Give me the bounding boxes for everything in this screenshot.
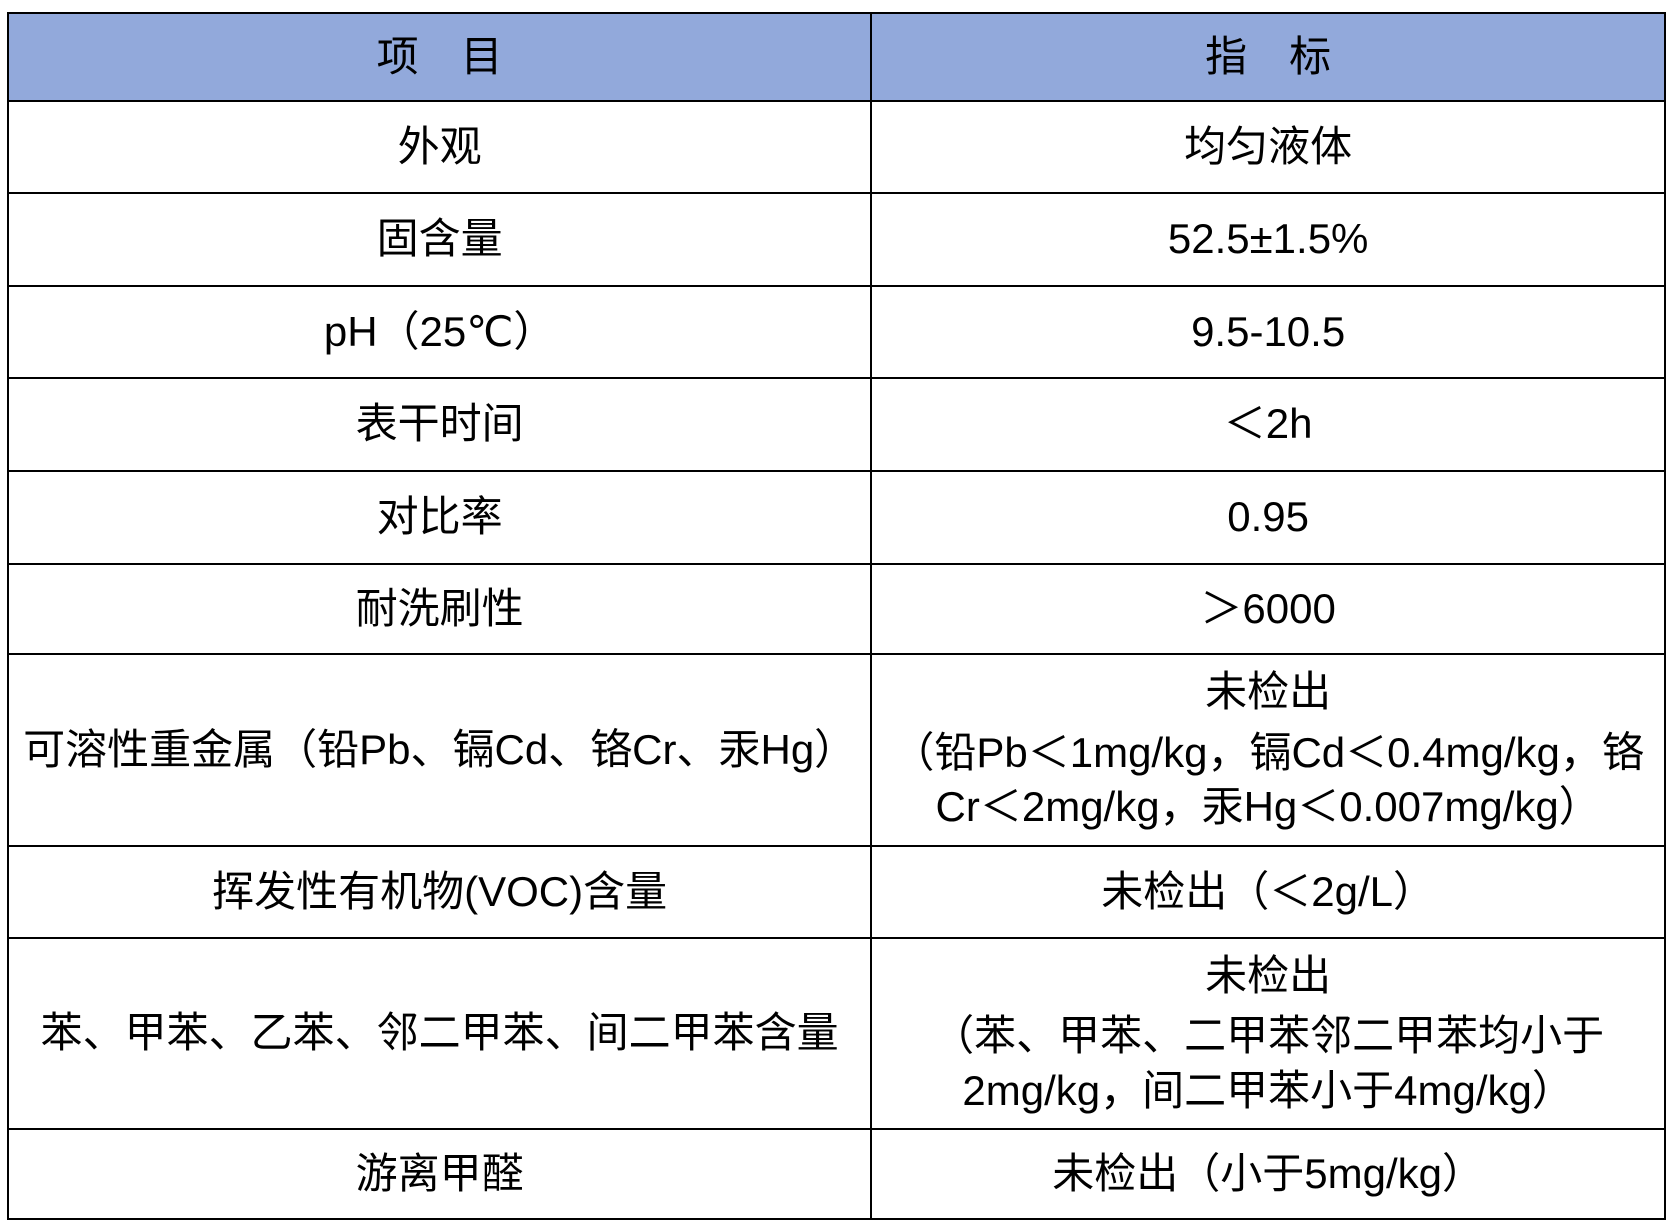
value-free-formaldehyde: 未检出（小于5mg/kg） bbox=[870, 1128, 1666, 1220]
item-contrast-ratio: 对比率 bbox=[6, 470, 873, 565]
item-surface-dry-time: 表干时间 bbox=[6, 377, 873, 472]
item-voc-content: 挥发性有机物(VOC)含量 bbox=[6, 845, 873, 939]
value-scrub-resistance: ＞6000 bbox=[870, 563, 1666, 655]
value-voc-content: 未检出（＜2g/L） bbox=[870, 845, 1666, 939]
value-solid-content: 52.5±1.5% bbox=[870, 192, 1666, 287]
header-indicator: 指 标 bbox=[870, 12, 1666, 102]
value-benzene-content: 未检出 （苯、甲苯、二甲苯邻二甲苯均小于2mg/kg，间二甲苯小于4mg/kg） bbox=[870, 937, 1666, 1130]
table-row: 外观 均匀液体 bbox=[6, 100, 1666, 194]
item-scrub-resistance: 耐洗刷性 bbox=[6, 563, 873, 655]
value-benzene-content-main: 未检出 bbox=[1205, 951, 1332, 999]
header-item: 项 目 bbox=[6, 12, 873, 102]
item-solid-content: 固含量 bbox=[6, 192, 873, 287]
value-contrast-ratio: 0.95 bbox=[870, 470, 1666, 565]
table-header-row: 项 目 指 标 bbox=[6, 12, 1666, 102]
value-heavy-metals: 未检出 （铅Pb＜1mg/kg，镉Cd＜0.4mg/kg，铬Cr＜2mg/kg，… bbox=[870, 653, 1666, 847]
item-benzene-content: 苯、甲苯、乙苯、邻二甲苯、间二甲苯含量 bbox=[6, 937, 873, 1130]
item-ph: pH（25℃） bbox=[6, 285, 873, 379]
value-benzene-content-detail: （苯、甲苯、二甲苯邻二甲苯均小于2mg/kg，间二甲苯小于4mg/kg） bbox=[932, 1012, 1605, 1114]
value-appearance: 均匀液体 bbox=[870, 100, 1666, 194]
table-row: 对比率 0.95 bbox=[6, 470, 1666, 565]
table-row: pH（25℃） 9.5-10.5 bbox=[6, 285, 1666, 379]
item-heavy-metals: 可溶性重金属（铅Pb、镉Cd、铬Cr、汞Hg） bbox=[6, 653, 873, 847]
table-row: 表干时间 ＜2h bbox=[6, 377, 1666, 472]
value-heavy-metals-main: 未检出 bbox=[1205, 668, 1332, 716]
item-appearance: 外观 bbox=[6, 100, 873, 194]
table-row: 耐洗刷性 ＞6000 bbox=[6, 563, 1666, 655]
spec-table: 项 目 指 标 外观 均匀液体 固含量 52.5±1.5% pH（25℃） 9.… bbox=[6, 12, 1666, 1220]
table-row: 固含量 52.5±1.5% bbox=[6, 192, 1666, 287]
value-surface-dry-time: ＜2h bbox=[870, 377, 1666, 472]
table-row: 可溶性重金属（铅Pb、镉Cd、铬Cr、汞Hg） 未检出 （铅Pb＜1mg/kg，… bbox=[6, 653, 1666, 847]
table-row: 苯、甲苯、乙苯、邻二甲苯、间二甲苯含量 未检出 （苯、甲苯、二甲苯邻二甲苯均小于… bbox=[6, 937, 1666, 1130]
value-ph: 9.5-10.5 bbox=[870, 285, 1666, 379]
item-free-formaldehyde: 游离甲醛 bbox=[6, 1128, 873, 1220]
table-row: 挥发性有机物(VOC)含量 未检出（＜2g/L） bbox=[6, 845, 1666, 939]
value-heavy-metals-detail: （铅Pb＜1mg/kg，镉Cd＜0.4mg/kg，铬Cr＜2mg/kg，汞Hg＜… bbox=[892, 728, 1644, 831]
table-row: 游离甲醛 未检出（小于5mg/kg） bbox=[6, 1128, 1666, 1220]
